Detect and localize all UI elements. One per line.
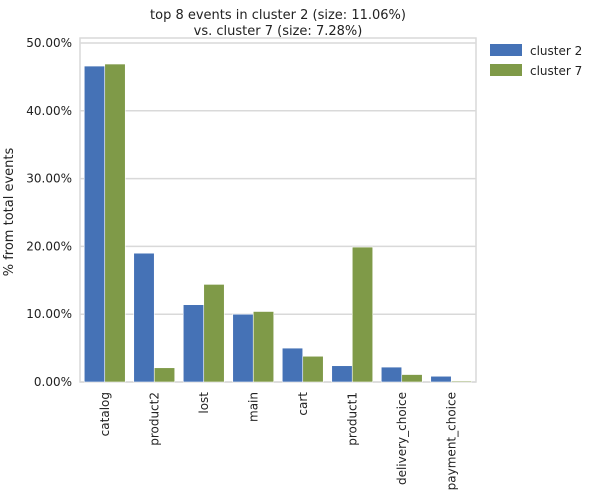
x-tick-label: lost	[197, 392, 211, 414]
bar-cluster-7-lost	[203, 284, 225, 383]
legend-label: cluster 7	[530, 64, 582, 78]
bar-cluster-2-payment_choice	[430, 375, 452, 383]
legend-swatch	[490, 64, 522, 76]
y-tick-label: 50.00%	[26, 36, 72, 50]
x-tick-label: payment_choice	[444, 392, 458, 490]
bar-cluster-2-product1	[331, 365, 353, 383]
bar-cluster-7-delivery_choice	[401, 374, 423, 383]
y-tick-label: 30.00%	[26, 172, 72, 186]
y-tick-label: 10.00%	[26, 307, 72, 321]
bar-cluster-2-cart	[281, 347, 304, 383]
chart-title-line1: top 8 events in cluster 2 (size: 11.06%)	[150, 8, 406, 23]
bar-cluster-7-product1	[351, 246, 374, 383]
legend: cluster 2 cluster 7	[490, 44, 582, 78]
x-tick-label: delivery_choice	[395, 392, 409, 485]
bar-cluster-2-delivery_choice	[380, 366, 403, 383]
x-tick-label: cart	[296, 392, 310, 416]
x-tick-label: main	[246, 392, 260, 422]
y-tick-label: 20.00%	[26, 239, 72, 253]
x-tick-label: catalog	[98, 392, 112, 436]
y-tick-label: 40.00%	[26, 104, 72, 118]
legend-label: cluster 2	[530, 44, 582, 58]
x-tick-label: product1	[345, 392, 359, 446]
bar-cluster-7-product2	[153, 367, 176, 383]
bar-cluster-7-catalog	[104, 63, 126, 383]
chart-title-line2: vs. cluster 7 (size: 7.28%)	[194, 24, 363, 39]
x-tick-label: product2	[147, 392, 161, 446]
y-axis-label: % from total events	[2, 148, 17, 277]
bar-cluster-2-catalog	[83, 65, 106, 383]
bar-cluster-2-lost	[182, 304, 205, 383]
bar-cluster-7-main	[252, 311, 275, 383]
y-tick-label: 0.00%	[34, 375, 72, 389]
bar-cluster-2-product2	[133, 252, 155, 383]
bar-cluster-7-cart	[302, 355, 324, 383]
bar-cluster-2-main	[232, 313, 254, 383]
legend-swatch	[490, 44, 522, 56]
bar-cluster-7-payment_choice	[450, 380, 473, 383]
